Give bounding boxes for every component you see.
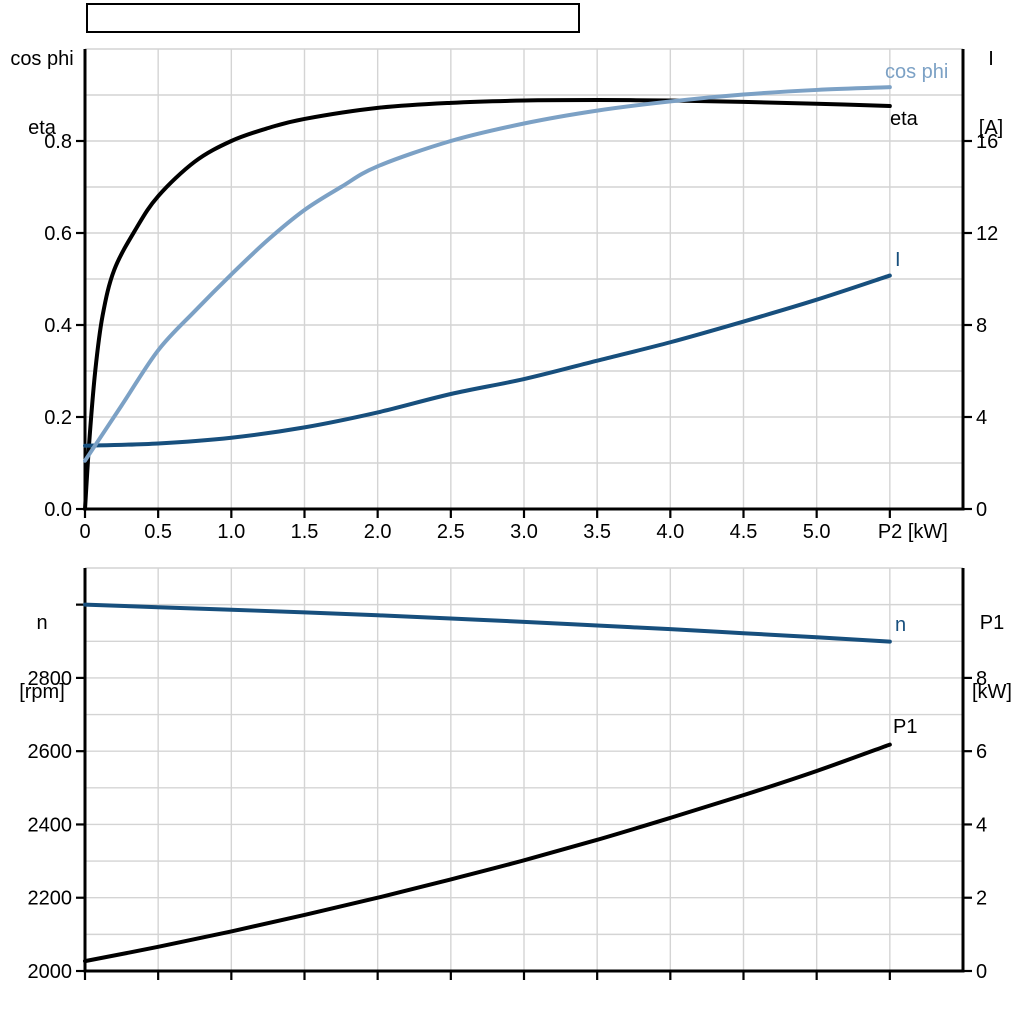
x-tick-label: 0.5: [144, 521, 172, 543]
y-left-tick-label: 0.8: [44, 131, 72, 153]
y-left-tick-label: 2400: [28, 814, 73, 836]
y-right-tick-label: 4: [976, 814, 987, 836]
x-tick-label: 3.0: [510, 521, 538, 543]
grid: [85, 567, 963, 971]
motor-efficiency-chart: 0.0 0.2 0.4 0.6 0.8 0 4 8 12 16 0 0.5 1.0 1.5 2.0 2.5 3.…: [44, 48, 998, 543]
x-tick-label: 1.5: [291, 521, 319, 543]
y-left-tick-label: 0.2: [44, 407, 72, 429]
y-right-tick-label: 6: [976, 741, 987, 763]
series-I-curve: [83, 273, 892, 448]
axes: 0.0 0.2 0.4 0.6 0.8 0 4 8 12 16 0 0.5 1.0 1.5 2.0 2.5 3.…: [44, 49, 998, 543]
axis-label-speed: n: [36, 612, 48, 634]
x-tick-label: 4.5: [730, 521, 758, 543]
x-tick-label: 4.0: [656, 521, 684, 543]
axis-label-p1-unit: [kW]: [972, 681, 1012, 703]
x-tick-label: 0: [79, 521, 90, 543]
series-P1-curve: [83, 742, 892, 964]
x-tick-label: 3.5: [583, 521, 611, 543]
y-right-tick-label: 16: [976, 131, 998, 153]
axes: 2000 2200 2400 2600 2800 0 2 4 6 8: [28, 568, 987, 983]
axis-label-eta: eta: [28, 117, 56, 139]
y-left-tick-label: 2000: [28, 961, 73, 983]
series-cos-phi-curve: [83, 85, 892, 463]
series-I-label: I: [895, 249, 901, 271]
x-tick-label: 1.0: [217, 521, 245, 543]
chart-title-box: NK32-200.1/188 + 112MC 4 kW 3*400 V, 50 …: [86, 3, 580, 33]
y-right-tick-label: 4: [976, 407, 987, 429]
y-left-tick-label: 2200: [28, 888, 73, 910]
grid: [85, 48, 963, 509]
motor-speed-power-chart: 2000 2200 2400 2600 2800 0 2 4 6 8 P1 n: [28, 567, 987, 983]
series-P1-label: P1: [893, 716, 917, 738]
y-right-tick-label: 12: [976, 223, 998, 245]
y-left-tick-label: 2600: [28, 741, 73, 763]
series-cos-phi-label: cos phi: [885, 61, 948, 83]
axis-label-speed-unit: [rpm]: [19, 681, 65, 703]
series-eta-curve: [83, 98, 892, 511]
y-right-tick-label: 2: [976, 888, 987, 910]
y-right-tick-label: 8: [976, 668, 987, 690]
top-right-axis-label: I [A]: [962, 2, 1020, 186]
axis-label-p1: P1: [979, 612, 1005, 634]
axis-label-current-unit: [A]: [978, 117, 1004, 139]
y-right-tick-label: 0: [976, 961, 987, 983]
y-left-tick-label: 0.6: [44, 223, 72, 245]
x-tick-label: P2 [kW]: [878, 521, 948, 543]
x-tick-label: 5.0: [803, 521, 831, 543]
bottom-right-axis-label: P1 [kW]: [962, 566, 1022, 750]
series-eta-label: eta: [890, 108, 919, 130]
y-left-tick-label: 0.0: [44, 499, 72, 521]
series-n-curve: [83, 602, 892, 644]
x-tick-label: 2.5: [437, 521, 465, 543]
top-left-axis-label: cos phi eta: [0, 2, 84, 186]
series-n-label: n: [895, 614, 906, 636]
y-right-tick-label: 0: [976, 499, 987, 521]
y-left-tick-label: 0.4: [44, 315, 72, 337]
x-tick-label: 2.0: [364, 521, 392, 543]
y-right-tick-label: 8: [976, 315, 987, 337]
axis-label-cos-phi: cos phi: [10, 48, 74, 70]
y-left-tick-label: 2800: [28, 668, 73, 690]
bottom-left-axis-label: n [rpm]: [0, 566, 84, 750]
axis-label-current: I: [988, 48, 994, 70]
